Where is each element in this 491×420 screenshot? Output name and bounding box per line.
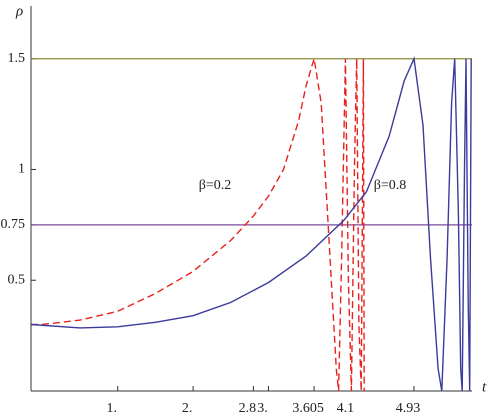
x-tick-label: 1. — [106, 401, 117, 416]
x-tick-label: 4.93 — [396, 401, 421, 416]
x-tick-label: 3.605 — [292, 401, 324, 416]
x-axis-label: t — [482, 379, 487, 395]
y-tick-label: 0.5 — [8, 272, 26, 287]
x-tick-label: 3. — [257, 401, 268, 416]
annotation: β=0.8 — [374, 178, 407, 193]
x-tick-label: 2.8 — [239, 401, 257, 416]
x-tick-label: 4.1 — [337, 401, 355, 416]
series-line — [30, 56, 472, 392]
y-axis-label: ρ — [15, 3, 23, 19]
series-line — [31, 58, 365, 392]
y-tick-label: 0.75 — [1, 217, 26, 232]
x-tick-label: 2. — [182, 401, 193, 416]
y-tick-label: 1 — [18, 162, 25, 177]
annotation: β=0.2 — [199, 178, 232, 193]
y-tick-label: 1.5 — [8, 51, 26, 66]
